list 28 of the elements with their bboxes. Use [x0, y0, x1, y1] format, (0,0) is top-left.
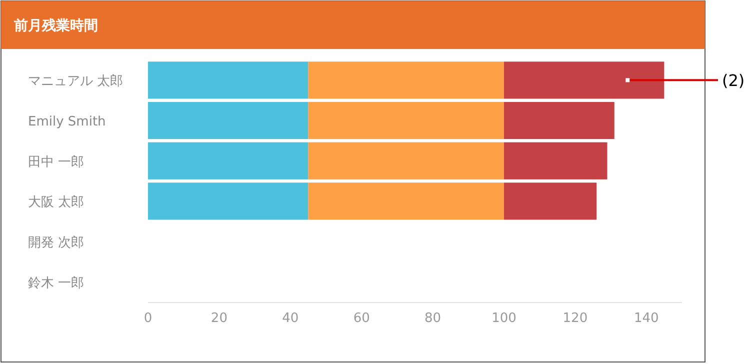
- bar: [148, 142, 308, 180]
- x-tick-label: 100: [492, 311, 516, 326]
- bar: [504, 182, 597, 220]
- chart-title: 前月残業時間: [13, 18, 98, 34]
- bar: [308, 182, 504, 220]
- bar: [308, 62, 504, 99]
- x-tick-label: 140: [634, 311, 659, 326]
- y-tick-label: 大阪 太郎: [28, 194, 84, 210]
- bar: [148, 182, 308, 220]
- x-tick-label: 20: [210, 311, 228, 326]
- x-tick-label: 60: [353, 311, 370, 326]
- bar: [504, 102, 614, 140]
- annotation: (2): [722, 71, 745, 90]
- bar: [504, 62, 664, 99]
- x-tick-label: 120: [562, 311, 588, 326]
- bar: [308, 102, 504, 140]
- y-tick-label: 開発 次郎: [28, 234, 84, 250]
- y-tick-label: 田中 一郎: [28, 154, 84, 170]
- bar: [148, 102, 308, 140]
- x-tick-label: 40: [282, 311, 299, 326]
- x-tick-label: 0: [144, 311, 152, 326]
- y-tick-label: 鈴木 一郎: [28, 274, 84, 291]
- y-tick-label: Emily Smith: [28, 114, 106, 130]
- bar: [148, 62, 308, 99]
- bar: [504, 142, 608, 180]
- bar: [308, 142, 504, 180]
- x-tick-label: 80: [424, 311, 442, 326]
- y-tick-label: マニュアル 太郎: [28, 73, 124, 90]
